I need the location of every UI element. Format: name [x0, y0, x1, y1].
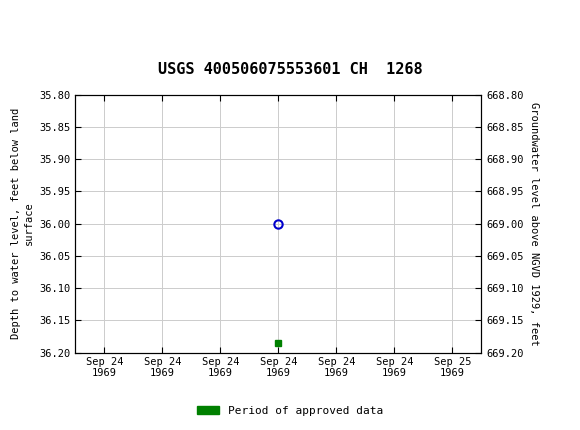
Y-axis label: Depth to water level, feet below land
surface: Depth to water level, feet below land su… [10, 108, 34, 339]
Y-axis label: Groundwater level above NGVD 1929, feet: Groundwater level above NGVD 1929, feet [530, 102, 539, 345]
Legend: Period of approved data: Period of approved data [193, 401, 387, 420]
Text: USGS 400506075553601 CH  1268: USGS 400506075553601 CH 1268 [158, 62, 422, 77]
Text: ≡USGS: ≡USGS [6, 9, 93, 29]
